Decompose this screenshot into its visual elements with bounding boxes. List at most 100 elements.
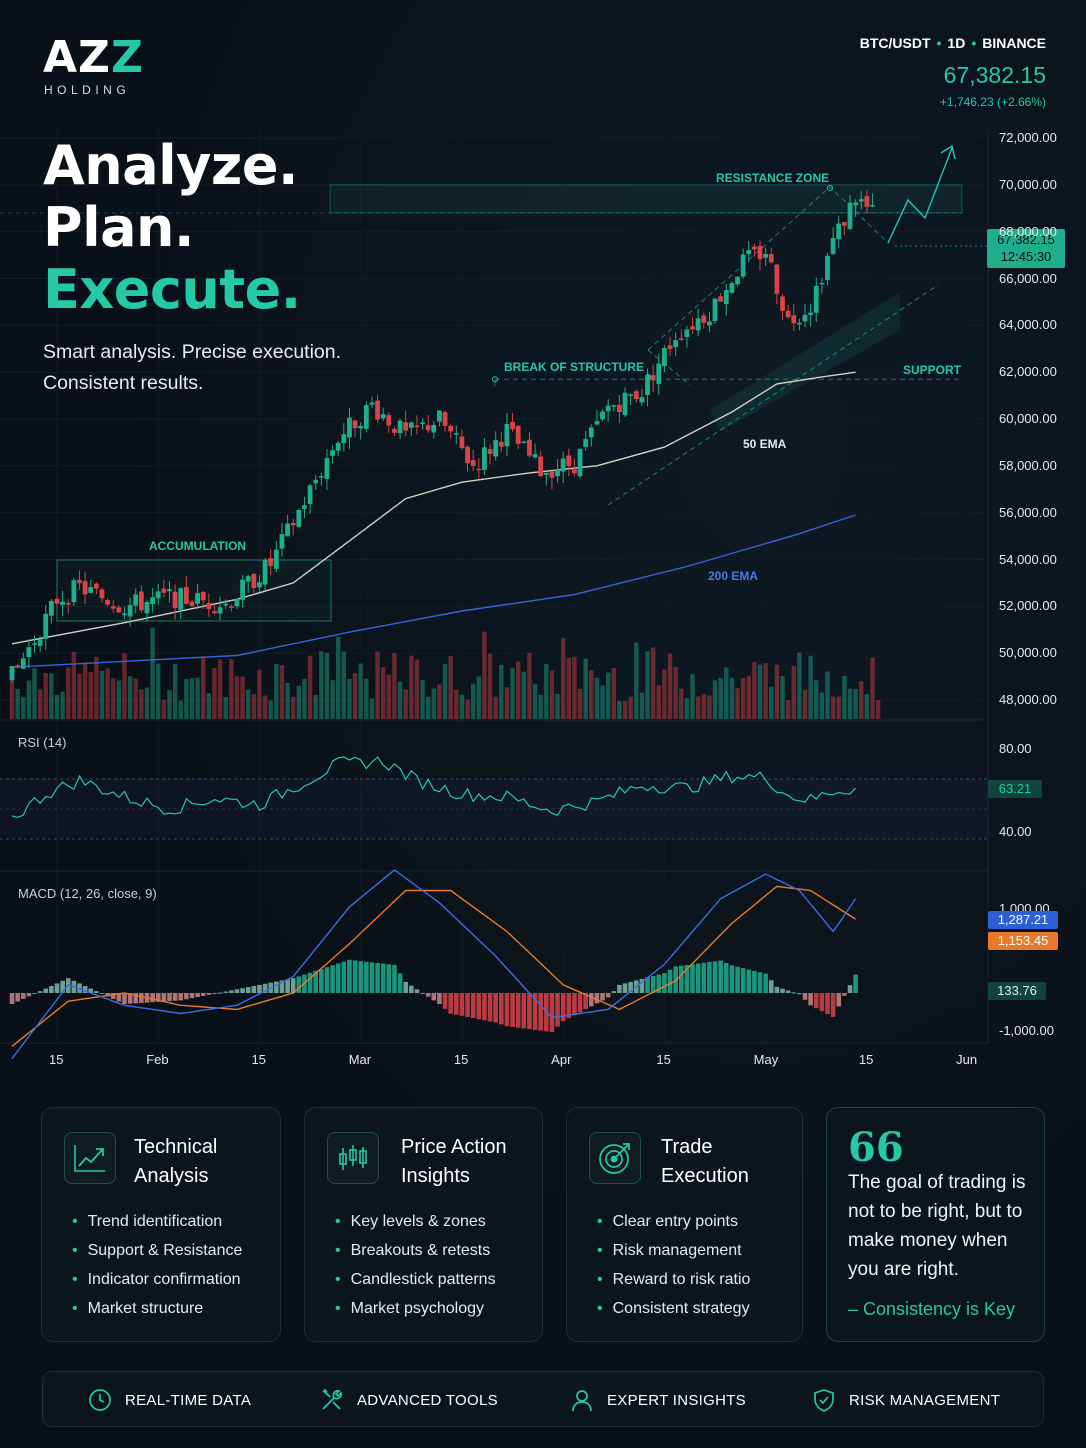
candle — [768, 254, 774, 263]
volume-bar — [566, 657, 571, 719]
volume-bar — [859, 681, 864, 719]
volume-bar — [437, 684, 442, 719]
volume-bar — [229, 659, 234, 719]
volume-bar — [763, 663, 768, 719]
volume-bar — [262, 695, 268, 719]
candle — [223, 603, 229, 606]
histogram-bar — [830, 993, 836, 1017]
candle — [206, 603, 212, 610]
candle — [20, 658, 26, 669]
candle — [116, 607, 122, 613]
candle — [678, 338, 684, 340]
candle — [600, 411, 605, 420]
volume-bar — [600, 685, 605, 719]
histogram-bar — [37, 991, 43, 993]
feature-label: RISK MANAGEMENT — [849, 1391, 1001, 1409]
candle — [723, 290, 729, 305]
histogram-bar — [369, 962, 375, 993]
candle — [712, 298, 718, 321]
macd-line — [11, 869, 857, 1060]
time-tick-label: 15 — [251, 1052, 266, 1067]
candle — [32, 643, 37, 645]
candle — [82, 581, 88, 595]
volume-bar — [870, 657, 875, 719]
volume-bar — [431, 688, 437, 719]
histogram-bar — [600, 993, 605, 1001]
candle — [167, 589, 172, 592]
feature-label: ADVANCED TOOLS — [357, 1391, 498, 1409]
volume-bar — [527, 652, 532, 719]
shield-icon — [814, 1389, 834, 1412]
volume-bar — [116, 680, 122, 719]
ticker-pair: BTC/USDT — [859, 35, 931, 51]
volume-bar — [319, 651, 324, 719]
histogram-bar — [245, 987, 251, 993]
histogram-bar — [555, 993, 560, 1027]
histogram-bar — [577, 993, 583, 1013]
histogram-bar — [510, 993, 515, 1027]
histogram-bar — [774, 986, 780, 993]
candle — [189, 601, 195, 606]
histogram-bar — [515, 993, 521, 1028]
histogram-bar — [791, 992, 797, 994]
price-tick-label: 58,000.00 — [999, 457, 1057, 473]
hero-line-2: Plan. — [43, 196, 194, 259]
quote-mark-icon: 66 — [848, 1124, 904, 1171]
candle — [673, 340, 679, 348]
volume-bar — [791, 665, 796, 719]
histogram-bar — [622, 983, 628, 993]
volume-bar — [285, 683, 290, 719]
histogram-bar — [583, 993, 588, 1010]
volume-bar — [577, 688, 583, 719]
quote-text: The goal of trading is not to be right, … — [848, 1172, 1026, 1280]
volume-bar — [769, 686, 774, 719]
volume-bar — [161, 699, 167, 719]
lower-trendline — [607, 284, 939, 506]
ema200-label: 200 EMA — [708, 569, 759, 583]
candle — [212, 611, 217, 614]
feature-expert-insights: EXPERT INSIGHTS — [570, 1388, 746, 1412]
volume-bar — [43, 672, 48, 719]
candle — [318, 476, 324, 478]
price-tick-label: 70,000.00 — [999, 176, 1057, 192]
price-tick-label: 66,000.00 — [999, 270, 1057, 286]
histogram-bar — [347, 959, 352, 993]
candle — [313, 479, 319, 484]
card-technical-analysis: Technical Analysis Trend identification … — [41, 1107, 281, 1342]
histogram-bar — [673, 966, 678, 993]
histogram-bar — [43, 988, 49, 993]
time-tick-label: May — [753, 1052, 779, 1067]
histogram-value-tag: 133.76 — [988, 982, 1046, 1000]
histogram-bar — [167, 993, 172, 1002]
volume-bar — [246, 689, 251, 719]
volume-bar — [234, 676, 240, 719]
histogram-bar — [105, 993, 110, 997]
price-tick-label: 56,000.00 — [999, 504, 1057, 520]
hero-line-3: Execute. — [43, 258, 301, 321]
histogram-bar — [240, 988, 245, 993]
candle — [836, 223, 842, 240]
candle — [279, 534, 285, 549]
brand-logo: AZZ — [43, 36, 144, 80]
candle — [453, 433, 459, 435]
candle — [796, 322, 802, 325]
histogram-bar — [200, 993, 206, 996]
candle — [262, 560, 268, 585]
volume-bar — [589, 670, 594, 719]
volume-bar — [797, 652, 802, 719]
ticker-exchange: BINANCE — [982, 35, 1046, 51]
volume-bar — [662, 669, 667, 719]
volume-bar — [673, 666, 678, 719]
candle — [594, 420, 600, 425]
volume-bar — [470, 683, 476, 719]
histogram-bar — [161, 993, 167, 1002]
time-tick-label: Apr — [551, 1052, 572, 1067]
candle — [77, 579, 82, 584]
volume-bar — [510, 668, 515, 719]
ticker-interval: 1D — [947, 35, 966, 51]
histogram-bar — [32, 993, 37, 994]
volume-bar — [380, 667, 386, 719]
quote-card: 66 The goal of trading is not to be righ… — [826, 1107, 1045, 1342]
volume-bar — [628, 696, 633, 719]
